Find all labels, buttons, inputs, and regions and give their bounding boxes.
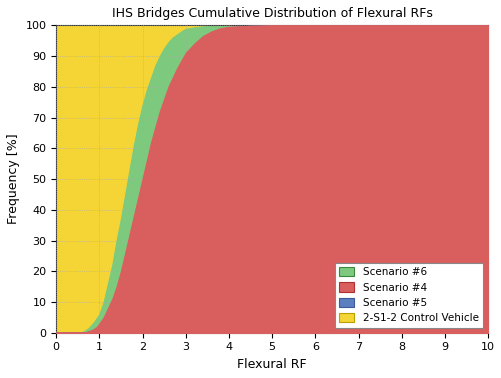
Y-axis label: Frequency [%]: Frequency [%]: [7, 134, 20, 224]
X-axis label: Flexural RF: Flexural RF: [237, 358, 306, 371]
Legend: Scenario #6, Scenario #4, Scenario #5, 2-S1-2 Control Vehicle: Scenario #6, Scenario #4, Scenario #5, 2…: [334, 263, 482, 328]
Title: IHS Bridges Cumulative Distribution of Flexural RFs: IHS Bridges Cumulative Distribution of F…: [112, 7, 432, 20]
